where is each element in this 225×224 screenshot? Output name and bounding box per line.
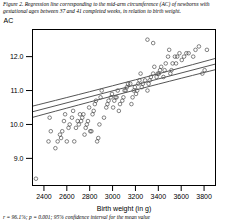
svg-text:AC: AC bbox=[4, 17, 14, 24]
svg-text:3800: 3800 bbox=[196, 193, 212, 200]
svg-text:3200: 3200 bbox=[128, 193, 144, 200]
svg-text:2400: 2400 bbox=[36, 193, 52, 200]
svg-text:2800: 2800 bbox=[82, 193, 98, 200]
svg-text:12.0: 12.0 bbox=[10, 53, 24, 60]
svg-text:Birth weight (in g): Birth weight (in g) bbox=[97, 205, 151, 213]
html-text:r = 96.1%; p = 0.001; 95% conf: r = 96.1%; p = 0.001; 95% confidence int… bbox=[3, 214, 150, 220]
svg-text:3000: 3000 bbox=[105, 193, 121, 200]
svg-text:10.0: 10.0 bbox=[10, 121, 24, 128]
svg-text:9.0: 9.0 bbox=[14, 155, 24, 162]
svg-text:11.0: 11.0 bbox=[10, 87, 23, 94]
svg-text:2600: 2600 bbox=[59, 193, 75, 200]
html-text:Figure 2. Regression line corr: Figure 2. Regression line corresponding … bbox=[3, 1, 210, 7]
svg-text:3400: 3400 bbox=[151, 193, 167, 200]
svg-text:3600: 3600 bbox=[173, 193, 189, 200]
html-text:gestational ages between 37 an: gestational ages between 37 and 41 compl… bbox=[3, 7, 181, 14]
